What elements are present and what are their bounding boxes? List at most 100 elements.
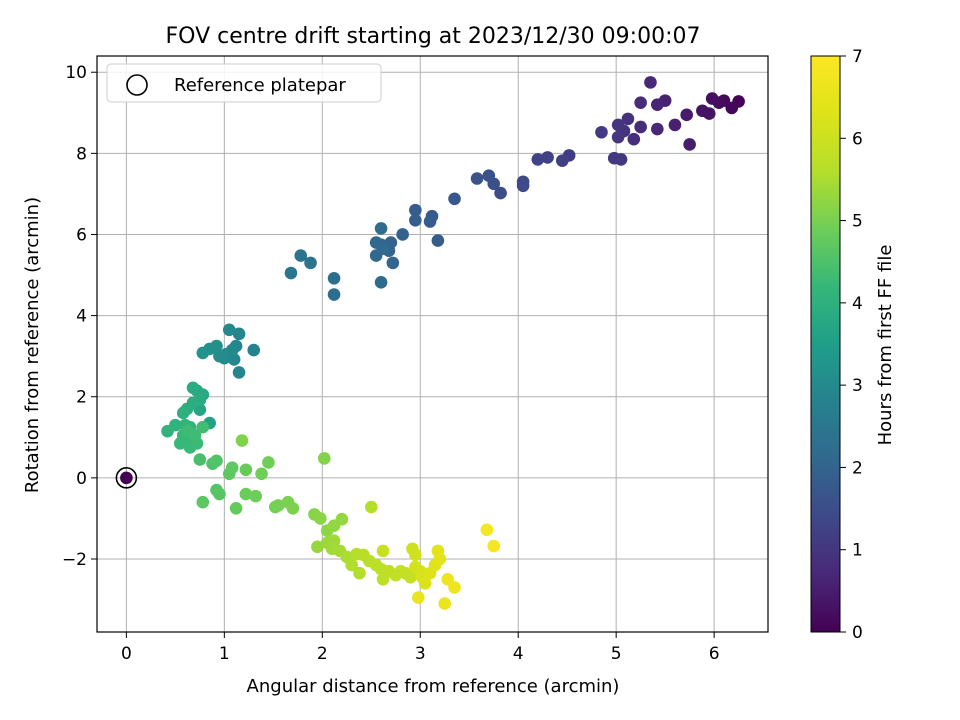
data-point [225, 461, 239, 475]
x-tick-label: 6 [709, 644, 720, 664]
data-point [418, 577, 432, 590]
data-point [314, 512, 327, 525]
data-point [304, 256, 317, 270]
data-point [396, 228, 409, 241]
data-point [196, 420, 210, 434]
scatter-points [115, 76, 745, 610]
data-point [286, 501, 300, 515]
x-tick-label: 3 [415, 644, 426, 664]
data-point [634, 120, 647, 134]
data-point [294, 249, 308, 262]
x-tick-label: 2 [317, 644, 328, 664]
data-point [683, 138, 696, 151]
data-point [644, 76, 657, 89]
data-point [229, 501, 243, 515]
data-point [213, 349, 226, 363]
data-point [680, 108, 693, 122]
x-tick-label: 1 [219, 644, 230, 664]
data-point [210, 454, 223, 468]
data-point [271, 499, 285, 512]
data-point [239, 487, 253, 501]
data-point [431, 234, 445, 247]
data-point [516, 179, 530, 193]
data-point [409, 548, 422, 562]
data-point [621, 112, 635, 126]
colorbar-tick-label: 6 [852, 129, 863, 149]
y-tick-label: 4 [76, 307, 87, 327]
data-point [555, 154, 569, 167]
data-point [374, 276, 388, 289]
data-point [627, 132, 641, 146]
data-point [247, 343, 261, 357]
data-point [232, 366, 246, 379]
data-point [173, 437, 187, 450]
data-point [411, 591, 425, 604]
data-point [482, 169, 496, 182]
data-point [188, 428, 202, 442]
data-point [186, 381, 200, 395]
colorbar: 0 1 2 3 4 5 6 7 Hours from first FF file [810, 47, 896, 643]
data-point [611, 118, 625, 132]
data-point [651, 98, 664, 111]
colorbar-tick-label: 4 [852, 294, 863, 314]
data-point [433, 552, 447, 566]
data-point [438, 597, 452, 610]
data-point [284, 266, 298, 280]
colorbar-tick-label: 1 [852, 541, 863, 561]
legend-entry-reference: Reference platepar [174, 75, 346, 96]
data-point [531, 153, 545, 166]
data-point [327, 271, 341, 285]
data-point [409, 213, 422, 227]
y-tick-label: 6 [76, 225, 87, 245]
data-point [541, 151, 554, 164]
colorbar-gradient [810, 55, 841, 633]
data-point [448, 581, 461, 594]
x-tick-label: 0 [121, 644, 132, 664]
data-point [595, 125, 608, 139]
data-point [213, 487, 226, 501]
y-tick-label: −2 [62, 550, 87, 570]
y-axis-label: Rotation from reference (arcmin) [22, 197, 43, 493]
data-point [335, 512, 349, 526]
plot-frame [96, 55, 769, 633]
data-point [494, 186, 507, 200]
colorbar-label: Hours from first FF file [875, 245, 896, 446]
data-point [409, 203, 422, 217]
data-point [193, 453, 207, 466]
x-axis-ticks: 0 1 2 3 4 5 6 [121, 632, 720, 664]
y-tick-label: 10 [65, 63, 87, 83]
data-point [404, 570, 417, 584]
data-point [607, 151, 621, 165]
y-tick-label: 2 [76, 388, 87, 408]
data-point [386, 256, 400, 270]
data-point [696, 104, 709, 118]
data-point [161, 424, 174, 438]
data-point [311, 540, 324, 554]
data-point [249, 489, 262, 503]
x-tick-label: 4 [513, 644, 524, 664]
data-point [327, 288, 341, 301]
data-point [232, 327, 246, 341]
data-point [470, 172, 484, 185]
data-point [262, 456, 275, 469]
data-point [487, 539, 501, 553]
data-point [376, 544, 390, 558]
data-point [668, 118, 682, 132]
legend-box [106, 63, 382, 103]
data-point [448, 192, 461, 206]
data-point [196, 346, 210, 360]
x-tick-label: 5 [611, 644, 622, 664]
data-point [364, 500, 378, 514]
data-point [317, 452, 331, 465]
data-point [611, 130, 625, 144]
colorbar-tick-label: 7 [852, 47, 863, 67]
data-point [353, 566, 366, 580]
x-axis-label: Angular distance from reference (arcmin) [247, 676, 620, 697]
legend: Reference platepar [106, 63, 382, 103]
reference-point [120, 471, 133, 485]
data-point [651, 122, 664, 136]
data-point [235, 434, 249, 447]
data-point [480, 523, 494, 537]
